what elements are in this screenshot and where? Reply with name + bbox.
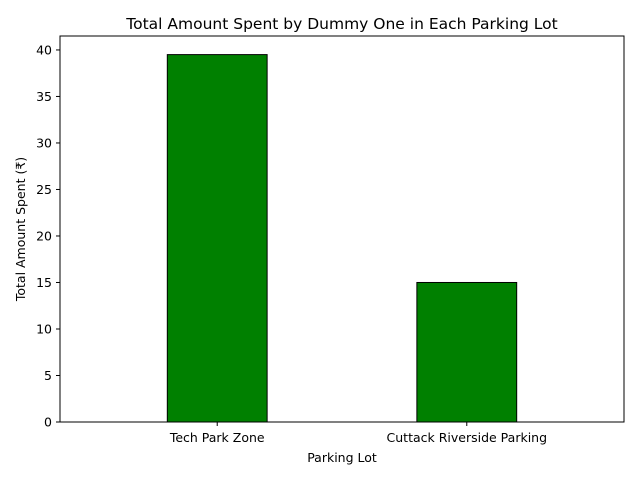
y-tick-label: 15: [36, 275, 52, 290]
x-tick-label: Tech Park Zone: [169, 430, 265, 445]
bar-0: [166, 54, 268, 423]
bar-1: [416, 281, 518, 423]
x-axis: Tech Park Zone Cuttack Riverside Parking: [169, 422, 547, 445]
y-axis-label: Total Amount Spent (₹): [13, 157, 28, 302]
y-tick-label: 0: [44, 415, 52, 430]
chart-title: Total Amount Spent by Dummy One in Each …: [125, 15, 557, 33]
plot-frame: [59, 35, 625, 423]
y-tick-label: 40: [36, 42, 52, 57]
bars-layer: [166, 54, 518, 423]
y-tick-label: 20: [36, 228, 52, 243]
y-tick-label: 5: [44, 368, 52, 383]
x-tick-label: Cuttack Riverside Parking: [387, 430, 548, 445]
x-axis-label: Parking Lot: [307, 450, 377, 465]
y-tick-label: 10: [36, 321, 52, 336]
y-tick-label: 30: [36, 135, 52, 150]
y-axis: 0 5 10 15 20 25 30 35 40: [36, 42, 60, 430]
y-tick-label: 35: [36, 89, 52, 104]
y-tick-label: 25: [36, 182, 52, 197]
